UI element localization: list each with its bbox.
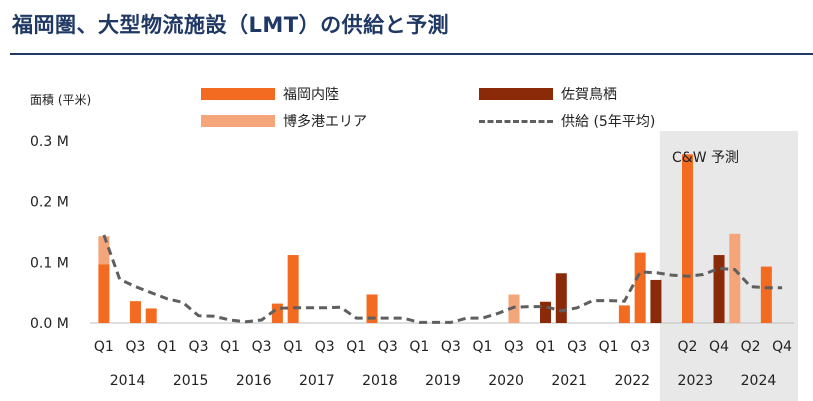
x-tick-label: Q1 <box>220 339 240 355</box>
bar-fukuoka <box>287 255 299 323</box>
x-tick-label: Q4 <box>709 339 729 355</box>
x-tick-label: Q1 <box>94 339 114 355</box>
bar-fukuoka <box>681 154 693 323</box>
bar-fukuoka <box>618 305 630 323</box>
bar-fukuoka <box>98 264 110 323</box>
year-label: 2016 <box>236 373 272 389</box>
year-label: 2021 <box>551 373 587 389</box>
x-tick-label: Q4 <box>772 339 792 355</box>
y-axis-title: 面積 (平米) <box>30 93 92 107</box>
x-tick-label: Q3 <box>441 339 461 355</box>
year-label: 2018 <box>362 373 398 389</box>
year-label: 2019 <box>425 373 461 389</box>
x-tick-label: Q1 <box>599 339 619 355</box>
page-title: 福岡圏、大型物流施設（LMT）の供給と予測 <box>12 13 450 37</box>
y-tick-label: 0.0 M <box>30 316 69 332</box>
bar-fukuoka <box>271 303 283 323</box>
year-label: 2017 <box>299 373 335 389</box>
forecast-label: C&W 予測 <box>672 150 739 166</box>
y-tick-label: 0.1 M <box>30 255 69 271</box>
bar-saga <box>555 273 567 323</box>
x-tick-label: Q3 <box>252 339 272 355</box>
x-tick-label: Q3 <box>125 339 145 355</box>
bar-saga <box>713 255 725 323</box>
y-tick-label: 0.3 M <box>30 134 69 150</box>
year-label: 2022 <box>614 373 650 389</box>
x-tick-label: Q1 <box>346 339 366 355</box>
x-tick-label: Q3 <box>567 339 587 355</box>
year-label: 2023 <box>678 373 714 389</box>
x-tick-label: Q3 <box>378 339 398 355</box>
bar-fukuoka <box>634 252 646 323</box>
forecast-region <box>659 131 798 401</box>
bar-hakata <box>98 236 110 265</box>
x-tick-label: Q3 <box>630 339 650 355</box>
bar-fukuoka <box>366 294 378 323</box>
y-tick-label: 0.2 M <box>30 195 69 211</box>
x-tick-label: Q1 <box>536 339 556 355</box>
x-tick-label: Q1 <box>472 339 492 355</box>
x-tick-label: Q1 <box>157 339 177 355</box>
title-divider <box>10 53 813 55</box>
bar-hakata <box>729 233 741 323</box>
year-label: 2024 <box>741 373 777 389</box>
year-label: 2015 <box>173 373 209 389</box>
bar-fukuoka <box>145 308 157 323</box>
bar-saga <box>540 301 552 323</box>
year-label: 2020 <box>488 373 524 389</box>
x-tick-label: Q2 <box>678 339 698 355</box>
bar-saga <box>650 279 662 323</box>
bar-fukuoka <box>760 266 772 323</box>
x-tick-label: Q3 <box>189 339 209 355</box>
x-tick-label: Q1 <box>409 339 429 355</box>
year-label: 2014 <box>110 373 146 389</box>
bar-fukuoka <box>129 301 141 323</box>
x-tick-label: Q2 <box>741 339 761 355</box>
x-tick-label: Q3 <box>315 339 335 355</box>
x-tick-label: Q1 <box>283 339 303 355</box>
x-tick-label: Q3 <box>504 339 524 355</box>
